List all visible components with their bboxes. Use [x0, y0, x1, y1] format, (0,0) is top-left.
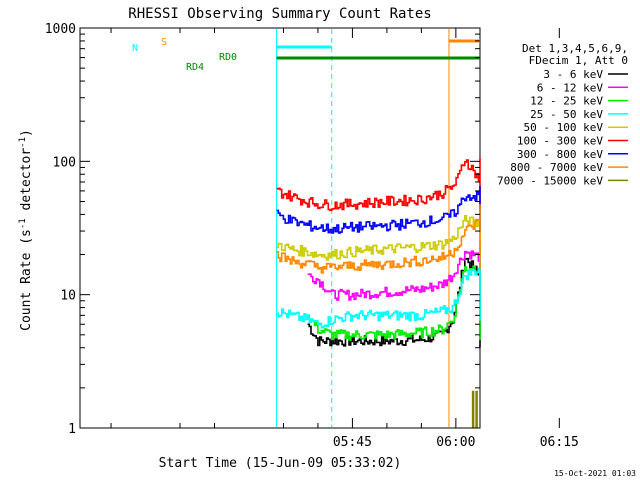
- legend-label-3: 25 - 50 keV: [530, 108, 603, 121]
- series-3-line: [276, 244, 481, 329]
- series-8-spikes: [471, 390, 478, 428]
- y-tick-label-2: 100: [53, 155, 76, 170]
- plot-frame: [79, 27, 481, 429]
- series-7-line: [276, 204, 481, 274]
- x-axis-label: Start Time (15-Jun-09 05:33:02): [159, 456, 402, 471]
- y-tick-label-3: 1000: [45, 22, 76, 37]
- series-6-line: [276, 186, 481, 234]
- x-tick-label-0: 05:45: [333, 435, 372, 450]
- y-axis-label: Count Rate (s-1 detector-1): [18, 129, 34, 331]
- state-bars: N S RD4 RD0: [132, 37, 480, 73]
- chart-title: RHESSI Observing Summary Count Rates: [128, 6, 431, 22]
- legend-label-6: 300 - 800 keV: [517, 148, 603, 161]
- y-axis-label-main: Count Rate (s: [19, 229, 34, 331]
- legend-label-1: 6 - 12 keV: [537, 81, 604, 94]
- series-layer: [276, 157, 481, 428]
- y-tick-label-0: 1: [68, 422, 76, 437]
- plot-area: N S RD4 RD0: [79, 27, 560, 429]
- legend-label-4: 50 - 100 keV: [524, 121, 604, 134]
- state-label-rd0: RD0: [219, 52, 237, 63]
- x-tick-label-1: 06:00: [436, 435, 475, 450]
- legend-label-0: 3 - 6 keV: [543, 68, 603, 81]
- legend-header-line1: Det 1,3,4,5,6,9,: [522, 42, 628, 55]
- legend-label-5: 100 - 300 keV: [517, 135, 603, 148]
- legend: Det 1,3,4,5,6,9, FDecim 1, Att 0 3 - 6 k…: [497, 42, 628, 187]
- y-axis-label-end: ): [19, 129, 34, 137]
- y-axis-label-mid: detector: [19, 148, 34, 219]
- state-label-n: N: [132, 43, 138, 54]
- y-tick-labels: 1 10 100 1000: [45, 22, 76, 437]
- series-5-line: [276, 157, 481, 212]
- y-axis-label-sup2: -1: [18, 137, 28, 148]
- legend-label-7: 800 - 7000 keV: [510, 161, 603, 174]
- state-label-s: S: [161, 37, 167, 48]
- mode-vertical-lines: [276, 29, 450, 427]
- y-axis-label-sup1: -1: [18, 218, 28, 229]
- y-tick-label-1: 10: [60, 289, 76, 304]
- state-label-rd4: RD4: [186, 62, 204, 73]
- footer-date: 15-Oct-2021 01:03: [554, 469, 636, 478]
- x-tick-label-2: 06:15: [540, 435, 579, 450]
- axis-ticks: [80, 28, 560, 429]
- legend-label-8: 7000 - 15000 keV: [497, 174, 603, 187]
- legend-header-line2: FDecim 1, Att 0: [529, 54, 628, 67]
- legend-label-2: 12 - 25 keV: [530, 95, 603, 108]
